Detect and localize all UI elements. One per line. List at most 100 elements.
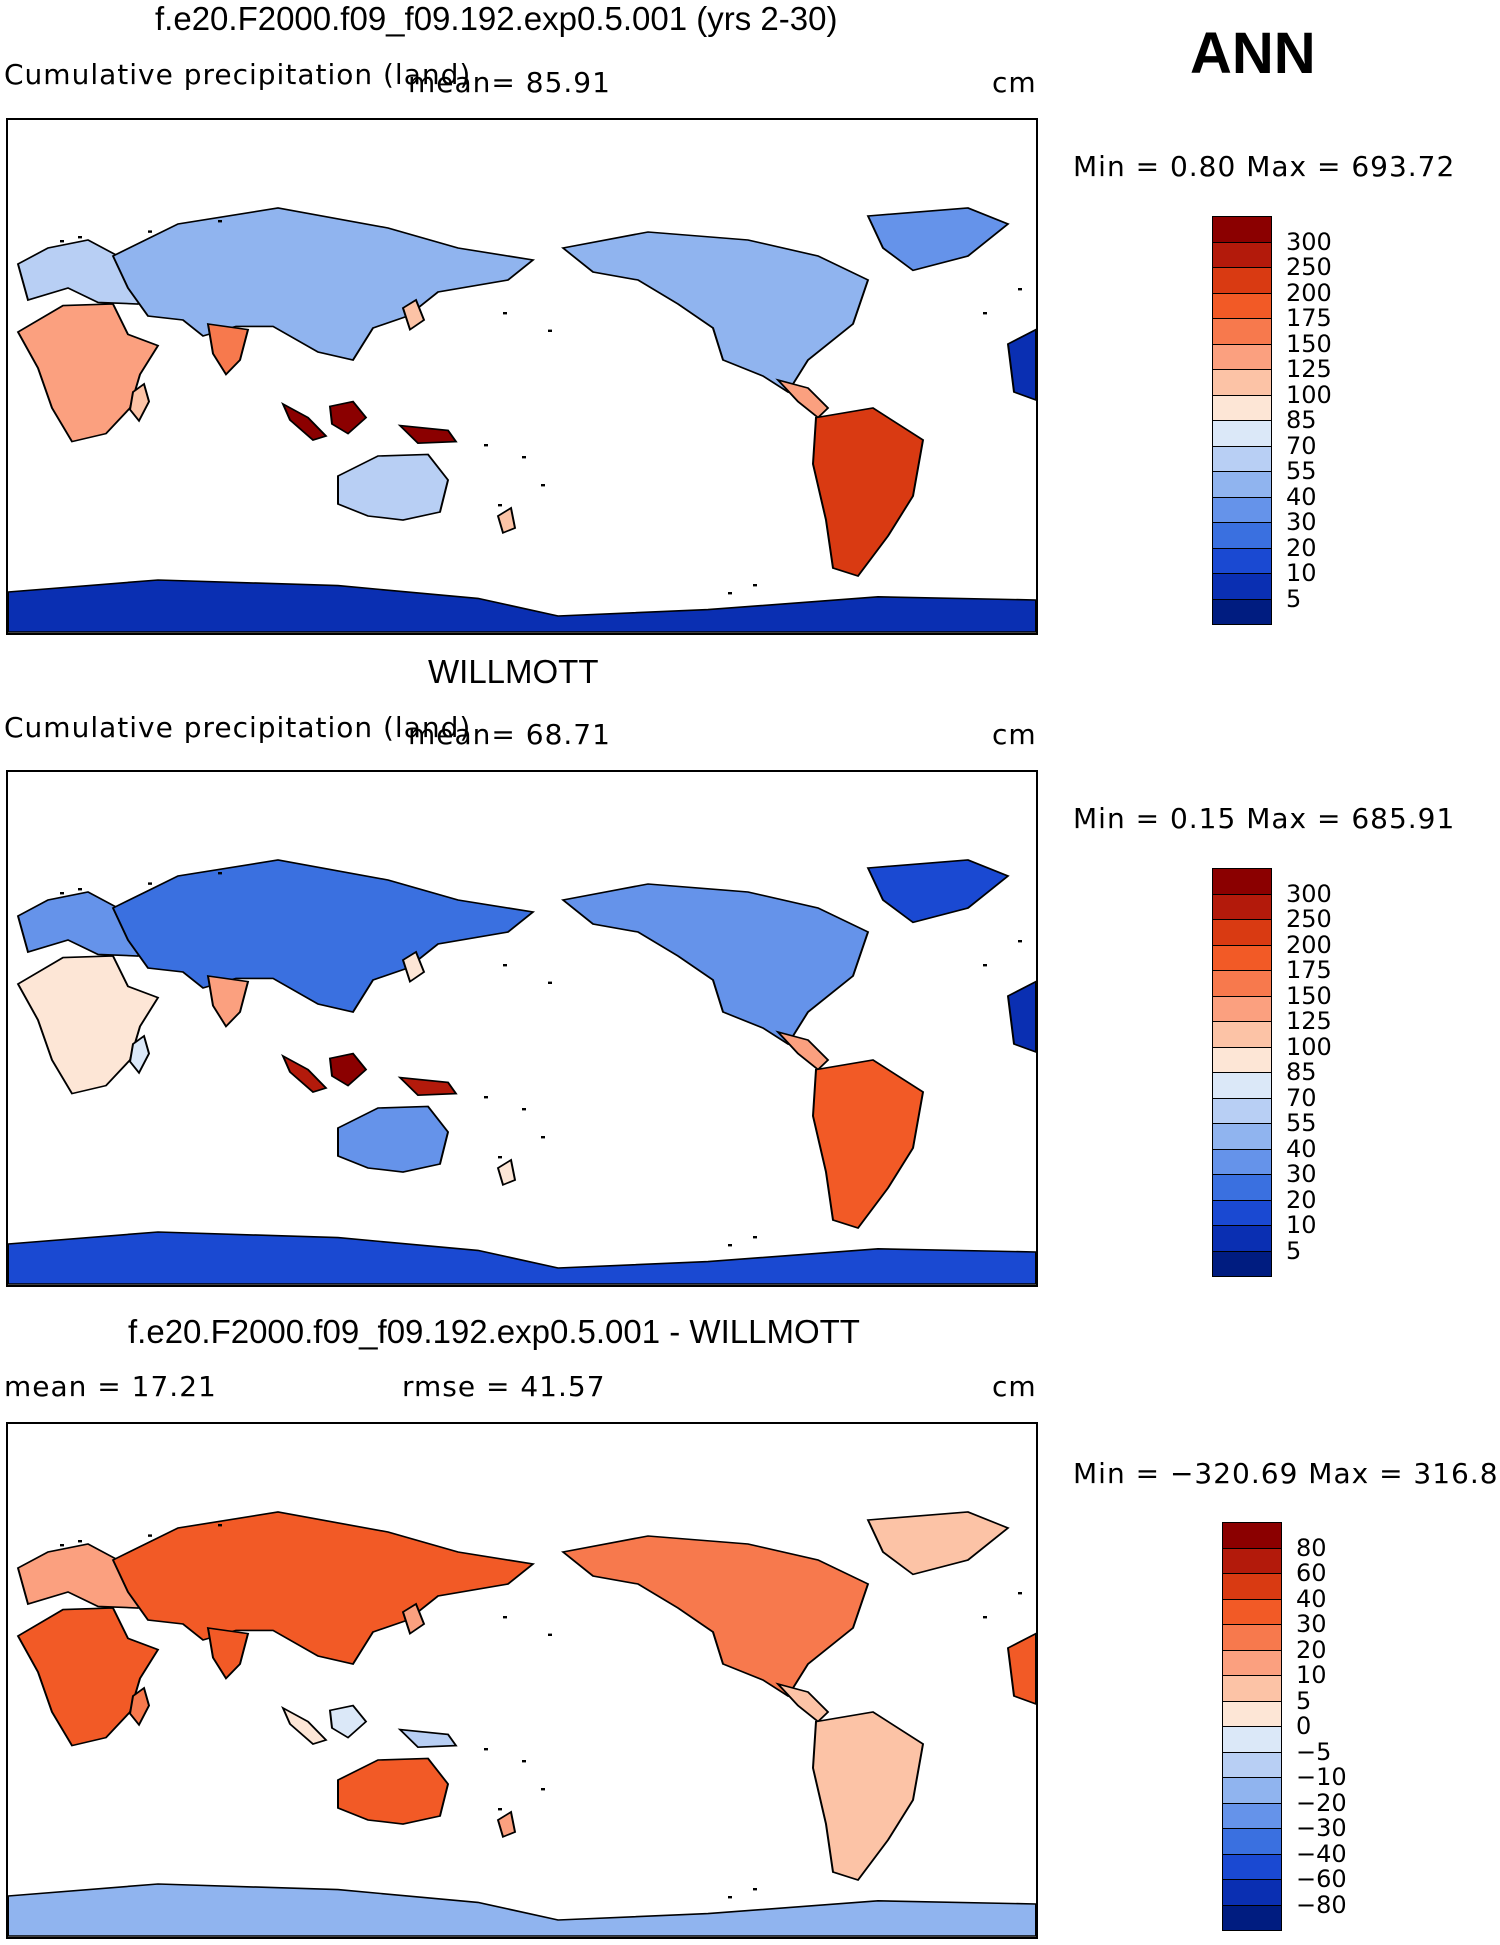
island-speck: [78, 1540, 82, 1543]
island-speck: [498, 1156, 502, 1159]
landmass-africa: [16, 955, 160, 1095]
landmass-westafrica: [1006, 980, 1036, 1053]
panel-1-minmax: Min = 0.80 Max = 693.72: [1073, 150, 1456, 183]
colorbar-swatch: [1212, 970, 1272, 997]
landmass-newguinea: [397, 1728, 458, 1749]
island-speck: [541, 484, 545, 487]
landmass-africa: [16, 303, 160, 443]
landmass-madagascar: [128, 1686, 151, 1727]
landmass-india: [206, 323, 250, 376]
island-speck: [1018, 288, 1022, 291]
panel-2-map-graphic: [8, 859, 1036, 1285]
colorbar-swatch: [1212, 394, 1272, 421]
colorbar-tick-label: −10: [1296, 1763, 1347, 1791]
panel-2-units: cm: [992, 718, 1037, 751]
panel-2-mean: mean= 68.71: [408, 718, 611, 751]
colorbar-swatch: [1212, 267, 1272, 294]
colorbar-swatch: [1222, 1853, 1282, 1880]
colorbar-tick-label: −20: [1296, 1788, 1347, 1817]
island-speck: [484, 444, 488, 447]
landmass-greenland: [866, 1511, 1010, 1576]
colorbar-tick-label: 30: [1286, 1160, 1317, 1188]
island-speck: [541, 1136, 545, 1139]
colorbar-swatch: [1222, 1777, 1282, 1804]
island-speck: [548, 329, 552, 332]
colorbar-tick-label: 40: [1286, 1134, 1317, 1163]
landmass-japan: [401, 950, 426, 984]
island-speck: [503, 964, 507, 967]
landmass-africa: [16, 1607, 160, 1747]
landmass-borneo: [328, 1052, 368, 1087]
landmass-australia: [337, 1105, 450, 1173]
landmass-india: [206, 1627, 250, 1680]
panel-1-map-graphic: [8, 207, 1036, 633]
landmass-australia: [337, 1757, 450, 1825]
colorbar-tick-label: 150: [1286, 329, 1332, 358]
colorbar-swatch: [1212, 471, 1272, 498]
colorbar-swatch: [1212, 868, 1272, 895]
landmass-namerica: [561, 231, 870, 394]
colorbar-swatch: [1212, 919, 1272, 946]
colorbar-tick-label: 85: [1286, 406, 1317, 434]
colorbar-swatch: [1222, 1522, 1282, 1549]
island-speck: [522, 1760, 526, 1763]
colorbar-swatch: [1222, 1675, 1282, 1702]
island-speck: [148, 1534, 152, 1537]
island-speck: [983, 1616, 987, 1619]
island-speck: [503, 312, 507, 315]
colorbar-tick-label: 5: [1286, 1236, 1302, 1265]
colorbar-swatch: [1222, 1802, 1282, 1829]
colorbar-tick-label: −40: [1296, 1839, 1347, 1868]
landmass-borneo: [328, 1704, 368, 1739]
colorbar-swatch: [1212, 292, 1272, 319]
colorbar-tick-label: −30: [1296, 1814, 1347, 1842]
colorbar-swatch: [1212, 241, 1272, 268]
island-speck: [753, 1236, 757, 1239]
colorbar-tick-label: 30: [1296, 1610, 1327, 1638]
colorbar-tick-label: 100: [1286, 1032, 1332, 1061]
colorbar-swatch: [1212, 216, 1272, 243]
island-speck: [60, 1544, 64, 1547]
panel-1-mean: mean= 85.91: [408, 66, 611, 99]
landmass-india: [206, 975, 250, 1028]
colorbar-swatch: [1222, 1751, 1282, 1778]
colorbar-swatch: [1222, 1624, 1282, 1651]
colorbar-swatch: [1212, 995, 1272, 1022]
colorbar-tick-label: −60: [1296, 1865, 1347, 1893]
colorbar-swatch: [1212, 1123, 1272, 1150]
panel-1-title: f.e20.F2000.f09_f09.192.exp0.5.001 (yrs …: [155, 0, 838, 37]
island-speck: [728, 1896, 732, 1899]
island-speck: [218, 1524, 222, 1527]
colorbar-swatch: [1212, 1148, 1272, 1175]
colorbar-swatch: [1212, 1072, 1272, 1099]
landmass-madagascar: [128, 382, 151, 423]
island-speck: [728, 1244, 732, 1247]
colorbar-tick-label: 20: [1286, 1185, 1317, 1214]
island-speck: [148, 230, 152, 233]
colorbar-swatch: [1222, 1726, 1282, 1753]
island-speck: [983, 312, 987, 315]
landmass-japan: [401, 298, 426, 332]
colorbar-swatch: [1212, 496, 1272, 523]
colorbar-tick-label: 10: [1286, 559, 1317, 587]
colorbar-tick-label: 150: [1286, 981, 1332, 1010]
colorbar-tick-label: 30: [1286, 508, 1317, 536]
colorbar-tick-label: 60: [1296, 1559, 1327, 1587]
panel-3-minmax: Min = −320.69 Max = 316.81: [1073, 1457, 1500, 1490]
island-speck: [484, 1748, 488, 1751]
landmass-madagascar: [128, 1034, 151, 1075]
landmass-sumatra: [281, 1053, 328, 1093]
island-speck: [503, 1616, 507, 1619]
colorbar-tick-label: 10: [1286, 1211, 1317, 1239]
panel-1-units: cm: [992, 66, 1037, 99]
landmass-greenland: [866, 859, 1010, 924]
landmass-samerica: [811, 407, 925, 577]
colorbar-swatch: [1212, 573, 1272, 600]
colorbar-tick-label: 175: [1286, 304, 1332, 332]
season-label: ANN: [1190, 21, 1316, 86]
island-speck: [60, 892, 64, 895]
island-speck: [218, 220, 222, 223]
island-speck: [522, 456, 526, 459]
panel-3-mean: mean = 17.21: [4, 1370, 217, 1403]
island-speck: [1018, 1592, 1022, 1595]
